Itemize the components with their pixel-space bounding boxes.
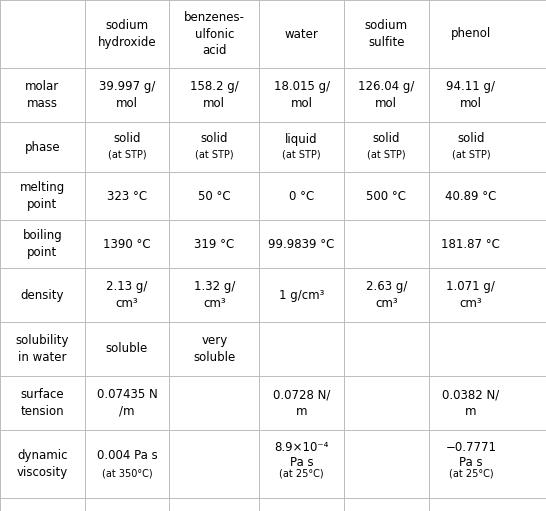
Text: 319 °C: 319 °C — [194, 238, 234, 250]
Text: boiling
point: boiling point — [22, 229, 62, 259]
Text: 40.89 °C: 40.89 °C — [445, 190, 497, 202]
Text: (at STP): (at STP) — [367, 149, 406, 159]
Text: sodium
hydroxide: sodium hydroxide — [98, 19, 156, 49]
Text: (at 25°C): (at 25°C) — [280, 469, 324, 479]
Text: molar
mass: molar mass — [25, 80, 60, 110]
Text: 1.32 g/
cm³: 1.32 g/ cm³ — [194, 280, 235, 310]
Text: 0.0382 N/
m: 0.0382 N/ m — [442, 388, 500, 418]
Text: (at 350°C): (at 350°C) — [102, 469, 152, 479]
Text: 1390 °C: 1390 °C — [103, 238, 151, 250]
Text: 2.13 g/
cm³: 2.13 g/ cm³ — [106, 280, 147, 310]
Text: solid: solid — [113, 132, 141, 146]
Text: (at STP): (at STP) — [282, 149, 321, 159]
Text: (at 25°C): (at 25°C) — [449, 469, 493, 479]
Text: solid: solid — [372, 132, 400, 146]
Text: 0 °C: 0 °C — [289, 190, 314, 202]
Text: surface
tension: surface tension — [21, 388, 64, 418]
Text: very
soluble: very soluble — [193, 334, 235, 364]
Text: 0.07435 N
/m: 0.07435 N /m — [97, 388, 157, 418]
Text: (at STP): (at STP) — [195, 149, 234, 159]
Text: 158.2 g/
mol: 158.2 g/ mol — [190, 80, 239, 110]
Text: water: water — [284, 28, 319, 40]
Text: melting
point: melting point — [20, 181, 65, 211]
Text: 99.9839 °C: 99.9839 °C — [269, 238, 335, 250]
Text: 126.04 g/
mol: 126.04 g/ mol — [358, 80, 414, 110]
Text: 181.87 °C: 181.87 °C — [442, 238, 500, 250]
Text: −0.7771
Pa s: −0.7771 Pa s — [446, 441, 496, 470]
Text: phase: phase — [25, 141, 60, 153]
Text: 2.63 g/
cm³: 2.63 g/ cm³ — [366, 280, 407, 310]
Text: solid: solid — [200, 132, 228, 146]
Text: 94.11 g/
mol: 94.11 g/ mol — [447, 80, 495, 110]
Text: (at STP): (at STP) — [108, 149, 146, 159]
Text: 39.997 g/
mol: 39.997 g/ mol — [99, 80, 155, 110]
Text: density: density — [21, 289, 64, 301]
Text: (at STP): (at STP) — [452, 149, 490, 159]
Text: 0.004 Pa s: 0.004 Pa s — [97, 449, 157, 461]
Text: 18.015 g/
mol: 18.015 g/ mol — [274, 80, 330, 110]
Text: 323 °C: 323 °C — [107, 190, 147, 202]
Text: sodium
sulfite: sodium sulfite — [365, 19, 408, 49]
Text: 500 °C: 500 °C — [366, 190, 406, 202]
Text: phenol: phenol — [451, 28, 491, 40]
Text: 50 °C: 50 °C — [198, 190, 230, 202]
Text: 1 g/cm³: 1 g/cm³ — [279, 289, 324, 301]
Text: 8.9×10⁻⁴
Pa s: 8.9×10⁻⁴ Pa s — [275, 441, 329, 470]
Text: 1.071 g/
cm³: 1.071 g/ cm³ — [447, 280, 495, 310]
Text: solid: solid — [457, 132, 485, 146]
Text: soluble: soluble — [106, 342, 148, 356]
Text: dynamic
viscosity: dynamic viscosity — [17, 449, 68, 479]
Text: 0.0728 N/
m: 0.0728 N/ m — [273, 388, 330, 418]
Text: solubility
in water: solubility in water — [16, 334, 69, 364]
Text: liquid: liquid — [286, 132, 318, 146]
Text: benzenes-
ulfonic
acid: benzenes- ulfonic acid — [184, 11, 245, 57]
